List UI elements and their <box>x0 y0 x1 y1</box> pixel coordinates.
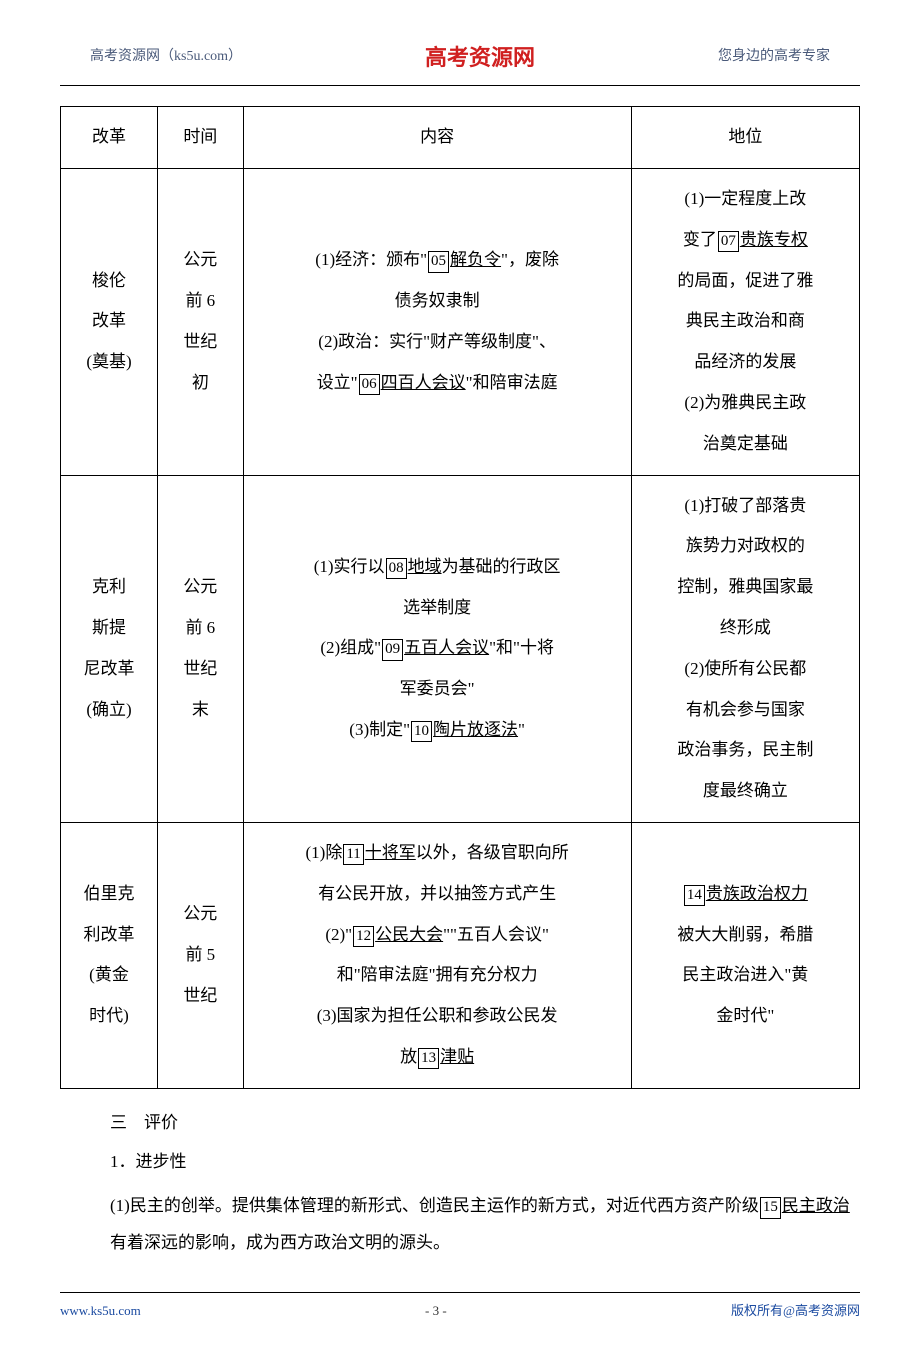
section-title: 三 评价 <box>110 1109 860 1136</box>
col-header-reform: 改革 <box>61 107 158 169</box>
cell-position-1: (1)一定程度上改变了07贵族专权的局面，促进了雅典民主政治和商品经济的发展 (… <box>631 168 859 475</box>
col-header-position: 地位 <box>631 107 859 169</box>
cell-position-3: 14贵族政治权力被大大削弱，希腊民主政治进入"黄金时代" <box>631 822 859 1088</box>
header-left-text: 高考资源网（ks5u.com） <box>90 46 242 68</box>
reform-table: 改革 时间 内容 地位 梭伦改革(奠基) 公元前 6世纪初 (1)经济：颁布"0… <box>60 106 860 1089</box>
cell-content-3: (1)除11十将军以外，各级官职向所有公民开放，并以抽签方式产生 (2)"12公… <box>243 822 631 1088</box>
footer-copyright: 版权所有@高考资源网 <box>731 1301 860 1322</box>
cell-position-2: (1)打破了部落贵族势力对政权的控制，雅典国家最终形成 (2)使所有公民都有机会… <box>631 475 859 822</box>
sub-item: 1．进步性 <box>110 1148 860 1175</box>
paragraph: (1)民主的创举。提供集体管理的新形式、创造民主运作的新方式，对近代西方资产阶级… <box>110 1187 860 1262</box>
cell-reform-3: 伯里克利改革(黄金时代) <box>61 822 158 1088</box>
table-row: 克利斯提尼改革(确立) 公元前 6世纪末 (1)实行以08地域为基础的行政区选举… <box>61 475 860 822</box>
col-header-content: 内容 <box>243 107 631 169</box>
cell-time-1: 公元前 6世纪初 <box>158 168 244 475</box>
cell-content-2: (1)实行以08地域为基础的行政区选举制度 (2)组成"09五百人会议"和"十将… <box>243 475 631 822</box>
cell-reform-2: 克利斯提尼改革(确立) <box>61 475 158 822</box>
cell-time-3: 公元前 5世纪 <box>158 822 244 1088</box>
page-header: 高考资源网（ks5u.com） 高考资源网 您身边的高考专家 <box>60 40 860 86</box>
cell-content-1: (1)经济：颁布"05解负令"，废除债务奴隶制 (2)政治：实行"财产等级制度"… <box>243 168 631 475</box>
cell-time-2: 公元前 6世纪末 <box>158 475 244 822</box>
table-row: 梭伦改革(奠基) 公元前 6世纪初 (1)经济：颁布"05解负令"，废除债务奴隶… <box>61 168 860 475</box>
cell-reform-1: 梭伦改革(奠基) <box>61 168 158 475</box>
footer-page-number: - 3 - <box>425 1301 447 1322</box>
col-header-time: 时间 <box>158 107 244 169</box>
table-header-row: 改革 时间 内容 地位 <box>61 107 860 169</box>
page-footer: www.ks5u.com - 3 - 版权所有@高考资源网 <box>60 1292 860 1322</box>
header-right-text: 您身边的高考专家 <box>718 46 830 68</box>
table-row: 伯里克利改革(黄金时代) 公元前 5世纪 (1)除11十将军以外，各级官职向所有… <box>61 822 860 1088</box>
header-center-logo: 高考资源网 <box>425 40 535 75</box>
footer-left-url: www.ks5u.com <box>60 1301 141 1322</box>
